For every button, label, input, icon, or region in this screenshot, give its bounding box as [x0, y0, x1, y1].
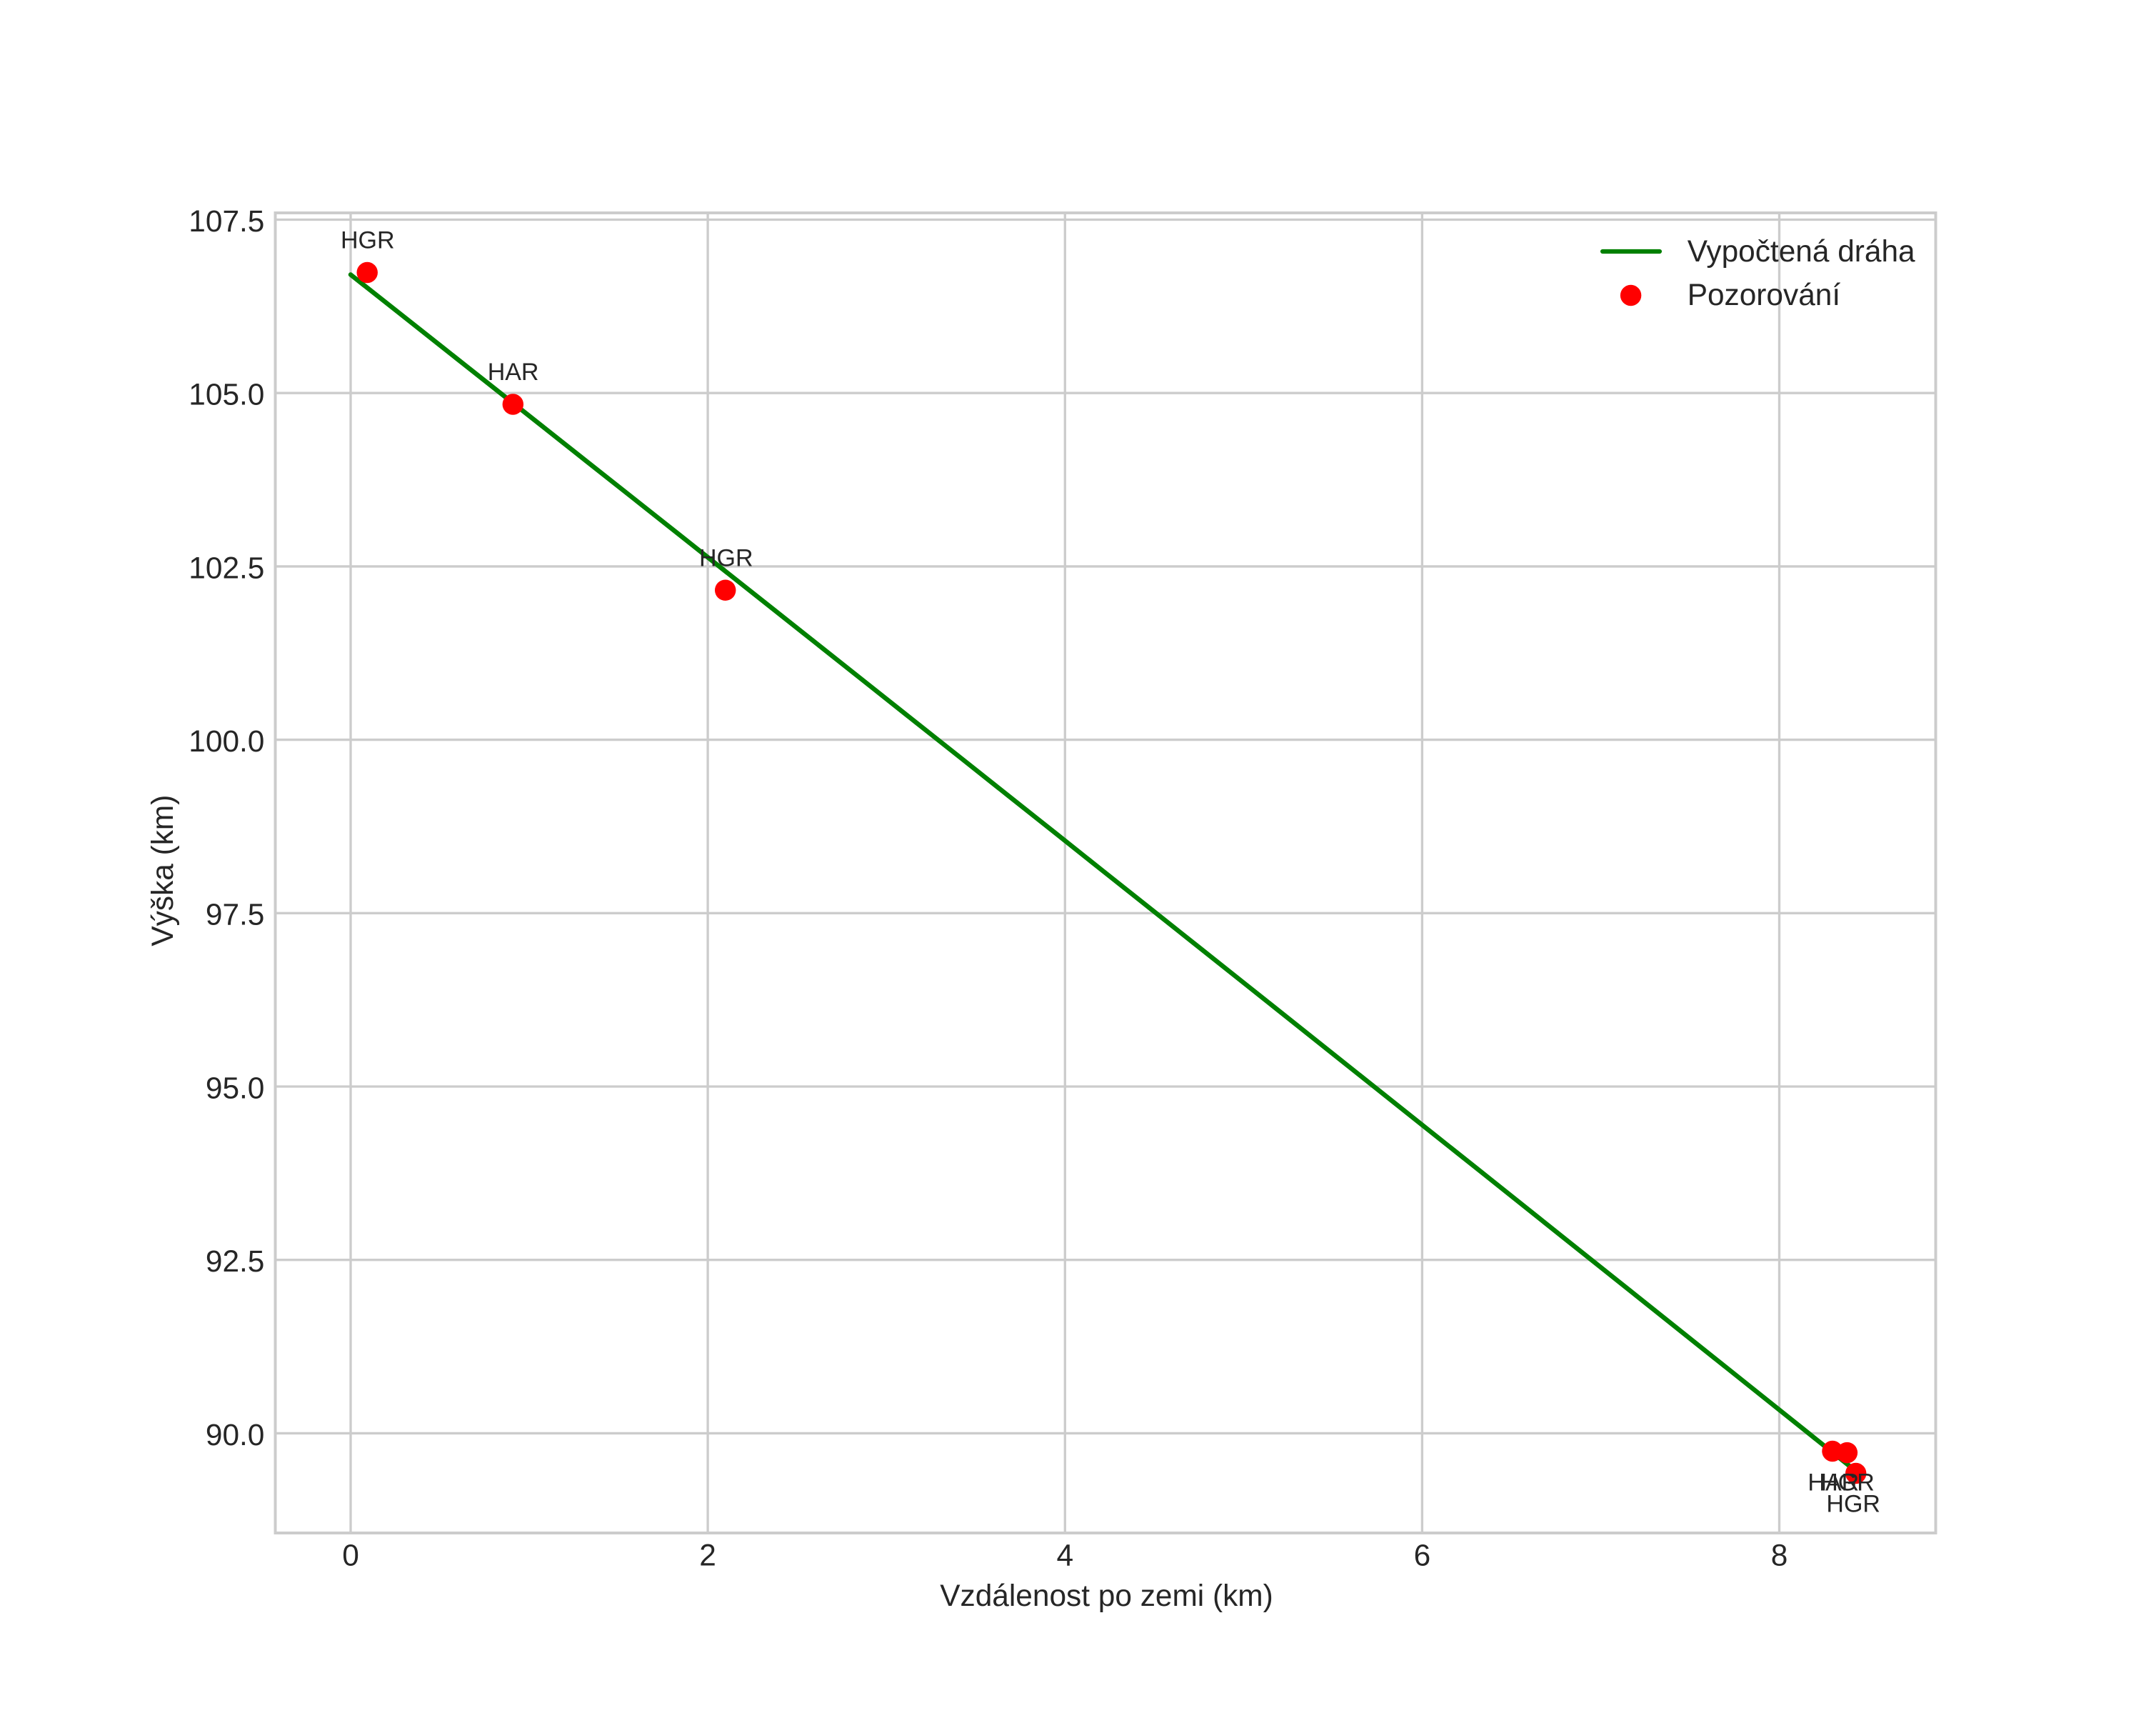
- svg-text:6: 6: [1414, 1539, 1431, 1572]
- svg-text:2: 2: [699, 1539, 716, 1572]
- svg-text:HGR: HGR: [1826, 1491, 1880, 1518]
- svg-text:Vypočtená dráha: Vypočtená dráha: [1688, 234, 1915, 268]
- svg-text:4: 4: [1057, 1539, 1074, 1572]
- svg-text:HAR: HAR: [488, 359, 539, 386]
- svg-text:HGR: HGR: [341, 227, 395, 254]
- svg-text:100.0: 100.0: [189, 724, 264, 758]
- svg-text:Pozorování: Pozorování: [1688, 278, 1841, 311]
- svg-text:HAR: HAR: [1807, 1469, 1859, 1497]
- svg-text:8: 8: [1771, 1539, 1788, 1572]
- svg-text:HGR: HGR: [699, 544, 753, 571]
- svg-text:105.0: 105.0: [189, 378, 264, 411]
- svg-text:92.5: 92.5: [206, 1244, 265, 1278]
- svg-text:102.5: 102.5: [189, 551, 264, 584]
- svg-text:Vzdálenost po zemi (km): Vzdálenost po zemi (km): [940, 1579, 1273, 1612]
- svg-text:90.0: 90.0: [206, 1418, 265, 1452]
- svg-text:95.0: 95.0: [206, 1071, 265, 1104]
- svg-text:97.5: 97.5: [206, 898, 265, 932]
- svg-text:0: 0: [342, 1539, 359, 1572]
- svg-text:HGR: HGR: [1820, 1469, 1875, 1497]
- svg-text:Výška (km): Výška (km): [146, 795, 179, 947]
- svg-text:107.5: 107.5: [189, 204, 264, 238]
